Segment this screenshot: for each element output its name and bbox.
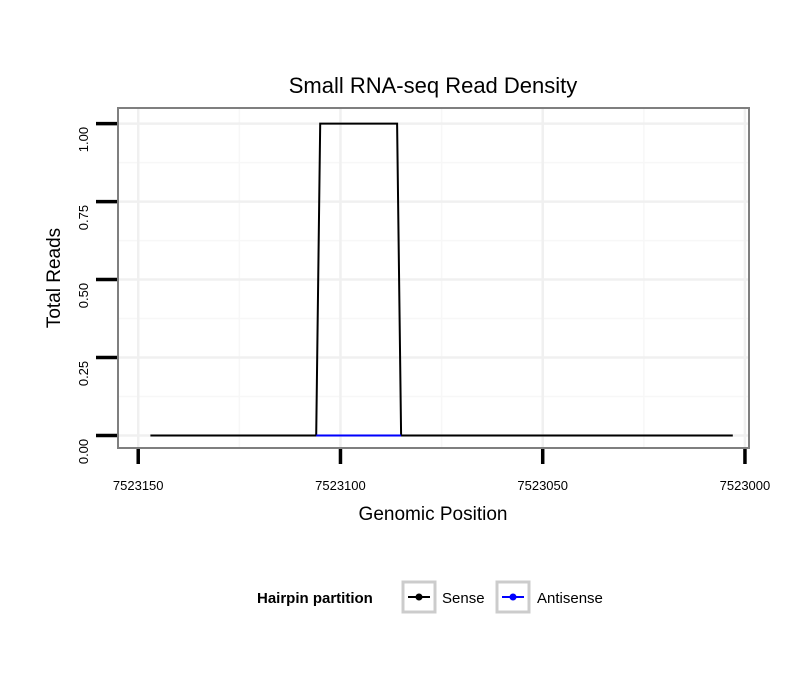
chart-title: Small RNA-seq Read Density — [289, 73, 578, 98]
legend-label-antisense: Antisense — [537, 590, 603, 607]
y-axis-title: Total Reads — [44, 228, 65, 328]
legend-point-sense — [415, 593, 423, 601]
x-tick-label: 7523150 — [113, 478, 164, 493]
y-tick-label: 0.75 — [76, 205, 91, 230]
y-tick-label: 0.00 — [76, 439, 91, 464]
x-axis-title: Genomic Position — [359, 504, 508, 525]
x-tick-label: 7523000 — [720, 478, 771, 493]
legend-title: Hairpin partition — [257, 590, 373, 607]
y-axis: 0.00 0.25 0.50 0.75 1.00 — [76, 121, 117, 464]
series-line-sense — [150, 122, 733, 437]
legend-item-antisense: Antisense — [495, 580, 603, 614]
x-tick-label: 7523050 — [517, 478, 568, 493]
legend-point-antisense — [509, 593, 517, 601]
y-tick-label: 1.00 — [76, 127, 91, 152]
legend: Hairpin partition Sense Antisense — [257, 580, 603, 614]
grid — [119, 109, 748, 447]
y-tick-label: 0.50 — [76, 283, 91, 308]
y-tick-label: 0.25 — [76, 361, 91, 386]
legend-label-sense: Sense — [442, 590, 485, 607]
x-tick-label: 7523100 — [315, 478, 366, 493]
series-lines — [150, 122, 733, 437]
legend-item-sense: Sense — [401, 580, 485, 614]
x-axis: 7523150 7523100 7523050 7523000 — [113, 449, 770, 493]
